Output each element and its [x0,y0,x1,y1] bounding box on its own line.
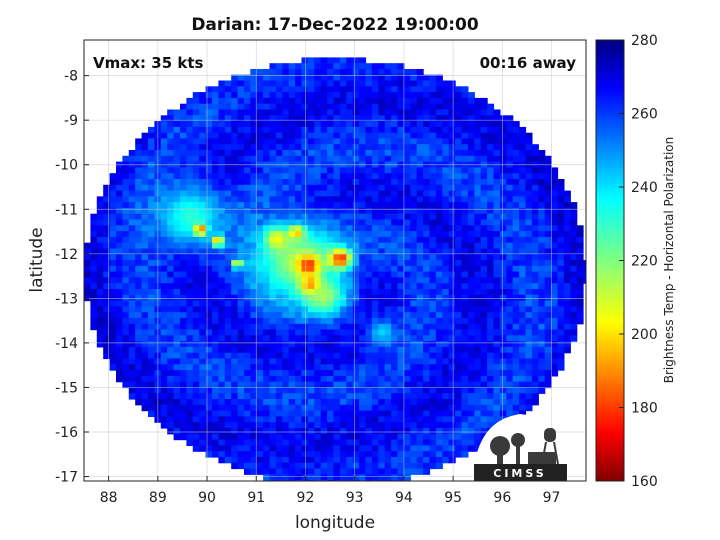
y-tick-label: -14 [55,336,78,352]
y-tick-label: -16 [55,425,78,441]
colorbar-tick-label: 180 [631,401,658,417]
logo-text: CIMSS [493,467,546,480]
cimss-logo: CIMSS [474,414,567,481]
swath-image [84,57,586,481]
y-ticks: -8 -9 -10 -11 -12 -13 -14 -15 -16 -17 [55,69,89,486]
x-tick-label: 96 [493,490,511,506]
x-tick-label: 93 [346,490,364,506]
colorbar-tick-label: 280 [631,33,658,49]
colorbar-tick-label: 200 [631,327,658,343]
plot-area: 88 89 90 91 92 93 94 95 96 97 -8 -9 -10 -11 -12 -13 -14… [55,39,587,506]
x-tick-label: 97 [543,490,561,506]
colorbar-tick-label: 260 [631,107,658,123]
colorbar: 160 180 200 220 240 260 280 Brightness Temp - … [595,33,676,490]
y-tick-label: -8 [64,69,78,85]
vmax-annotation: Vmax: 35 kts [93,54,203,72]
y-tick-label: -15 [55,380,78,396]
x-tick-label: 91 [247,490,265,506]
x-tick-label: 95 [444,490,462,506]
colorbar-label: Brightness Temp - Horizontal Polarizatio… [662,137,676,384]
x-tick-label: 92 [297,490,315,506]
colorbar-tick-label: 240 [631,180,658,196]
x-axis-label: longitude [295,513,375,533]
chart-title: Darian: 17-Dec-2022 19:00:00 [191,15,479,35]
y-tick-label: -12 [55,247,78,263]
y-tick-label: -9 [64,113,78,129]
colorbar-tick-label: 160 [631,474,658,490]
y-tick-label: -13 [55,291,78,307]
colorbar-ticks: 160 180 200 220 240 260 280 [619,33,658,490]
x-tick-label: 90 [198,490,216,506]
x-tick-label: 89 [149,490,167,506]
y-tick-label: -17 [55,470,78,486]
y-axis-label: latitude [27,227,47,292]
time-away-annotation: 00:16 away [480,54,577,72]
y-tick-label: -10 [55,158,78,174]
x-tick-label: 94 [395,490,413,506]
x-tick-label: 88 [100,490,118,506]
colorbar-tick-label: 220 [631,254,658,270]
y-tick-label: -11 [55,202,78,218]
